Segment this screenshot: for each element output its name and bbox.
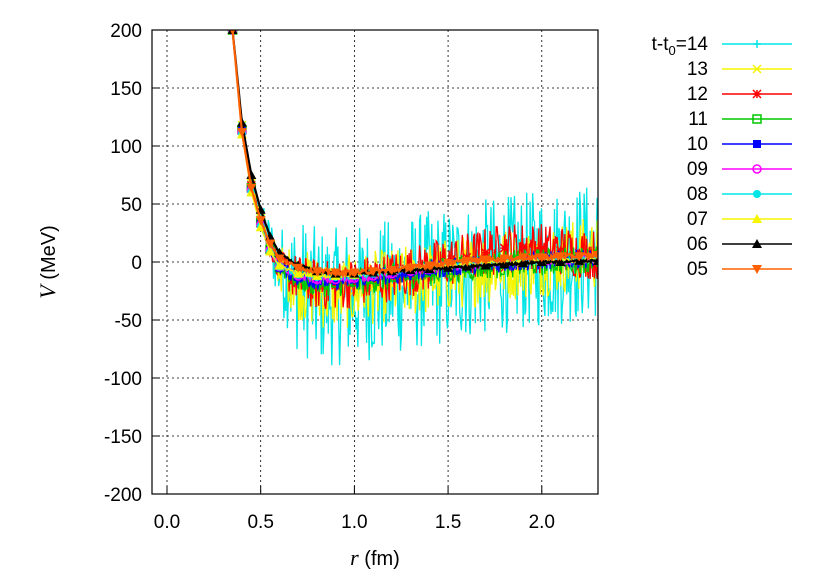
data-point bbox=[555, 252, 566, 262]
legend-label: 10 bbox=[687, 134, 708, 155]
data-point bbox=[536, 253, 547, 263]
data-point bbox=[330, 268, 341, 278]
data-point bbox=[480, 255, 491, 265]
series-line bbox=[231, 30, 598, 279]
legend-label: 05 bbox=[687, 259, 708, 280]
data-point bbox=[349, 268, 360, 278]
data-point bbox=[537, 243, 547, 253]
legend-marker bbox=[753, 40, 761, 48]
legend-marker bbox=[752, 214, 762, 223]
y-tick-label: 100 bbox=[110, 137, 142, 158]
legend-marker bbox=[752, 114, 762, 124]
legend-label: 09 bbox=[687, 159, 708, 180]
data-point bbox=[255, 216, 266, 226]
y-tick-label: -150 bbox=[104, 427, 142, 448]
data-point bbox=[386, 266, 397, 276]
data-point bbox=[593, 251, 598, 261]
data-point bbox=[331, 280, 341, 290]
x-tick-label: 1.5 bbox=[435, 512, 461, 533]
series-line bbox=[231, 30, 598, 277]
legend-label: 11 bbox=[688, 109, 708, 130]
x-tick-label: 0.0 bbox=[154, 512, 180, 533]
data-point bbox=[405, 263, 416, 273]
x-axis-label: r (fm) bbox=[350, 545, 400, 570]
plot-area bbox=[227, 30, 598, 366]
tick-labels: 0.0 0.5 1.0 1.5 2.0 200 150 100 50 0 -50 -100 -150 -2… bbox=[104, 21, 555, 533]
series-line bbox=[231, 30, 598, 366]
x-tick-label: 0.5 bbox=[247, 512, 273, 533]
legend-label: 13 bbox=[687, 59, 708, 80]
y-tick-label: -200 bbox=[104, 485, 142, 506]
legend-title: t-t0=14 bbox=[652, 34, 709, 58]
legend-marker bbox=[753, 140, 761, 148]
data-point bbox=[311, 267, 322, 277]
legend-marker bbox=[752, 265, 762, 274]
data-point bbox=[424, 261, 435, 271]
data-point bbox=[499, 259, 510, 269]
data-point bbox=[293, 263, 304, 273]
data-point bbox=[265, 239, 276, 249]
y-axis-label: V (MeV) bbox=[35, 225, 60, 298]
data-point bbox=[274, 254, 285, 264]
legend-marker bbox=[753, 190, 761, 198]
legend: t-t0=14 13 12 11 10 09 08 07 06 05 bbox=[652, 34, 792, 280]
legend-label: 07 bbox=[687, 209, 708, 230]
data-point bbox=[481, 248, 491, 258]
legend-marker bbox=[752, 164, 762, 174]
data-point bbox=[274, 260, 285, 270]
series-14 bbox=[228, 30, 598, 366]
series-line bbox=[231, 30, 598, 297]
data-point bbox=[518, 258, 529, 268]
y-tick-label: 200 bbox=[110, 21, 142, 42]
legend-marker bbox=[752, 64, 762, 74]
legend-marker bbox=[752, 89, 762, 99]
data-point bbox=[443, 259, 454, 269]
legend-label: 12 bbox=[687, 84, 708, 105]
data-point bbox=[461, 256, 472, 266]
data-point bbox=[555, 245, 566, 255]
data-point bbox=[265, 246, 276, 256]
legend-label: 06 bbox=[687, 234, 708, 255]
series-05 bbox=[229, 30, 598, 279]
data-point bbox=[236, 128, 247, 138]
y-tick-label: 50 bbox=[121, 195, 142, 216]
y-tick-label: -100 bbox=[104, 369, 142, 390]
legend-label: 08 bbox=[687, 184, 708, 205]
data-point bbox=[574, 252, 585, 262]
x-tick-label: 1.0 bbox=[341, 512, 367, 533]
data-point bbox=[499, 243, 509, 253]
data-point bbox=[518, 242, 528, 252]
legend-marker bbox=[752, 239, 762, 248]
data-point bbox=[461, 261, 472, 271]
data-point bbox=[480, 260, 491, 270]
y-tick-label: 0 bbox=[131, 253, 142, 274]
data-point bbox=[246, 183, 257, 193]
data-point bbox=[593, 255, 598, 265]
data-point bbox=[293, 268, 304, 278]
data-point bbox=[229, 30, 236, 35]
data-point bbox=[555, 257, 566, 266]
data-point bbox=[499, 254, 510, 264]
y-tick-label: 150 bbox=[110, 79, 142, 100]
y-tick-label: -50 bbox=[115, 311, 142, 332]
plot-frame bbox=[151, 29, 599, 495]
data-point bbox=[518, 253, 529, 263]
data-point bbox=[368, 267, 379, 277]
x-tick-label: 2.0 bbox=[529, 512, 555, 533]
